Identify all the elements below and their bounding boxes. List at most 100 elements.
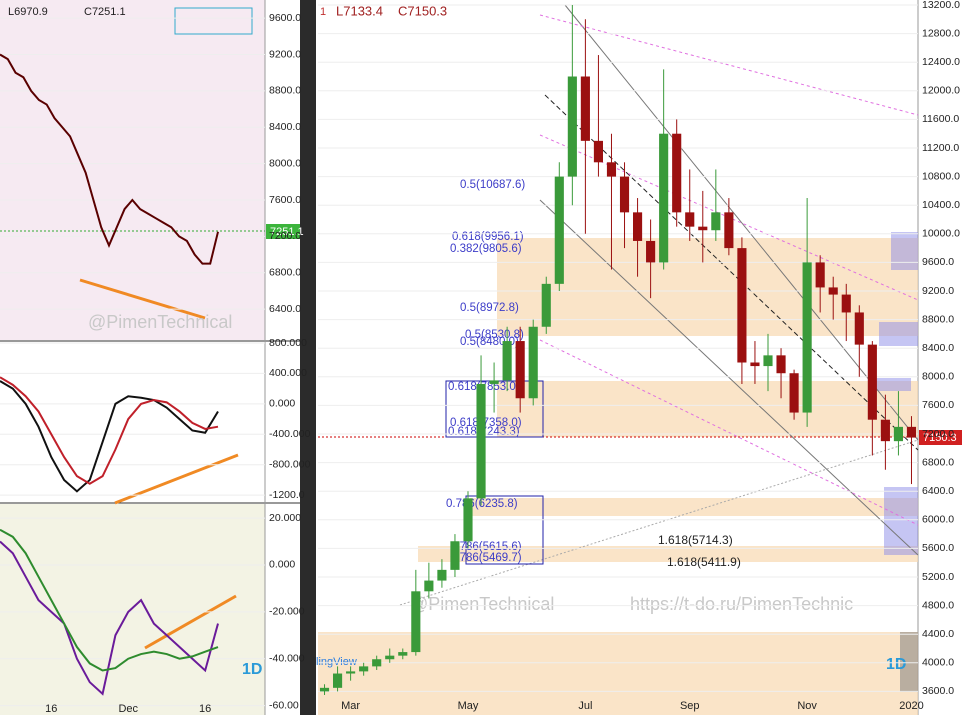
x-tick-label: Sep xyxy=(680,700,700,712)
y-tick-label: 13200.0 xyxy=(922,0,960,11)
candle-body xyxy=(724,212,734,249)
series-line xyxy=(0,53,219,265)
y-tick-label: 6000.0 xyxy=(922,514,954,526)
candle-body xyxy=(802,262,812,413)
candle-body xyxy=(359,666,369,672)
y-tick-label: 7600.0 xyxy=(922,399,954,411)
ohlc: L7133.4 xyxy=(336,3,383,18)
candle-body xyxy=(424,580,434,592)
candle-body xyxy=(398,652,408,656)
y-tick-label: -20.000 xyxy=(269,606,305,618)
candle-body xyxy=(906,426,917,438)
separator xyxy=(300,0,316,715)
x-tick-label: Dec xyxy=(118,703,138,715)
candle-body xyxy=(880,419,890,442)
box xyxy=(884,487,918,555)
zone xyxy=(470,498,918,516)
zone xyxy=(318,632,918,715)
ohlc: C7251.1 xyxy=(84,6,126,18)
y-tick-label: 6800.0 xyxy=(922,456,954,468)
fib-label: 0.5(8530.8) xyxy=(465,329,524,341)
price-label: 7150.3 xyxy=(923,432,957,444)
candle-body xyxy=(737,248,747,363)
y-tick-label: 8400.0 xyxy=(269,121,301,133)
y-tick-label: 8000.0 xyxy=(269,157,301,169)
candle-body xyxy=(437,569,447,581)
y-tick-label: 5200.0 xyxy=(922,571,954,583)
candle-body xyxy=(711,212,721,231)
candle-body xyxy=(476,383,486,499)
fib-label: 0.618(9956.1) xyxy=(452,231,524,243)
y-tick-label: 11600.0 xyxy=(922,113,959,125)
candle-body xyxy=(750,362,760,367)
candle-body xyxy=(646,240,656,263)
y-tick-label: 9600.0 xyxy=(269,12,301,24)
y-tick-label: 8400.0 xyxy=(922,342,954,354)
fib-label: 1.618(5411.9) xyxy=(667,555,741,569)
trendline xyxy=(544,94,919,451)
candle-body xyxy=(606,162,617,177)
fib-label: 0.786(6235.8) xyxy=(446,498,518,510)
fib-box xyxy=(174,7,253,35)
y-tick-label: 400.000 xyxy=(269,367,307,379)
y-tick-label: 800.000 xyxy=(269,337,307,349)
y-tick-label: 4800.0 xyxy=(922,599,954,611)
logo: lingView xyxy=(316,656,357,668)
x-tick-label: May xyxy=(458,700,479,712)
series-line xyxy=(0,376,219,485)
candle-body xyxy=(463,498,473,542)
ohlc: 1 xyxy=(320,6,326,18)
y-tick-label: 9600.0 xyxy=(922,256,954,268)
y-tick-label: 10400.0 xyxy=(922,199,960,211)
fib-label: 0.382(9805.6) xyxy=(450,243,522,255)
y-tick-label: 6400.0 xyxy=(922,485,954,497)
candle-body xyxy=(319,687,330,692)
y-tick-label: 12400.0 xyxy=(922,56,960,68)
candle-body xyxy=(854,312,864,345)
candle-body xyxy=(815,262,825,288)
y-tick-label: -1200.0 xyxy=(269,489,305,501)
candle-body xyxy=(580,76,590,141)
y-tick-label: 9200.0 xyxy=(269,48,301,60)
y-tick-label: 11200.0 xyxy=(922,142,959,154)
x-tick-label: 16 xyxy=(45,703,57,715)
panel-bg xyxy=(0,0,265,340)
x-tick-label: Jul xyxy=(578,700,592,712)
candle-body xyxy=(659,133,669,263)
series-line xyxy=(0,540,219,696)
candle-body xyxy=(333,673,343,688)
interval: 1D xyxy=(242,661,262,678)
candle-body xyxy=(867,344,877,420)
y-tick-label: 8000.0 xyxy=(922,371,954,383)
y-tick-label: -60.00 xyxy=(269,699,299,711)
box xyxy=(900,632,918,692)
panel-bg xyxy=(0,504,265,715)
ohlc: L6970.9 xyxy=(8,6,48,18)
y-tick-label: 12000.0 xyxy=(922,85,960,97)
candle-body xyxy=(619,176,630,213)
trendline xyxy=(539,14,919,116)
fib-label: 0.618(7358.0) xyxy=(450,417,522,429)
fib-label: 0.786(5469.7) xyxy=(450,552,522,564)
candle-body xyxy=(346,671,356,674)
y-tick-label: 5600.0 xyxy=(922,542,954,554)
candle-body xyxy=(411,591,421,653)
fib-label: 0.5(10687.6) xyxy=(460,179,525,191)
zone xyxy=(497,381,918,437)
candle-body xyxy=(672,133,682,213)
series-line xyxy=(0,380,219,493)
candle-body xyxy=(567,76,577,177)
y-tick-label: 9200.0 xyxy=(922,285,954,297)
y-tick-label: 7600.0 xyxy=(269,194,301,206)
candle-body xyxy=(528,326,538,399)
fib-label: 1.618(5714.3) xyxy=(658,533,733,547)
watermark: @PimenTechnical xyxy=(410,594,554,614)
candle-body xyxy=(515,341,525,399)
candle-body xyxy=(489,380,499,384)
price-label-bg xyxy=(266,224,300,239)
candle-body xyxy=(372,659,382,667)
y-tick-label: 0.000 xyxy=(269,559,295,571)
candle-body xyxy=(633,212,643,241)
candle-body xyxy=(450,541,460,570)
y-tick-label: 4000.0 xyxy=(922,657,954,669)
